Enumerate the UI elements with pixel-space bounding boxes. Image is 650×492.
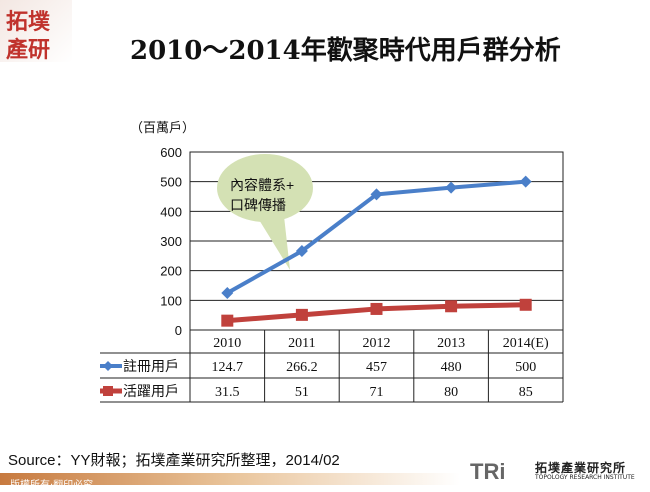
brand-logo-short: TRi [470,459,506,484]
logo: 拓墣 產研 [0,0,72,63]
data-label: 457 [366,360,387,375]
data-label: 31.5 [215,385,240,400]
data-point [370,188,383,201]
legend-label: 註冊用戶 [123,358,179,374]
data-label: 71 [370,385,384,400]
data-label: 51 [295,385,309,400]
data-point [370,302,383,315]
data-point [221,314,234,327]
data-point [295,245,308,258]
source-note: Source：YY財報；拓墣產業研究所整理，2014/02 [8,452,340,469]
brand-name-cn: 拓墣產業研究所 [535,461,627,475]
data-point [445,181,458,194]
x-tick-label: 2013 [437,336,465,351]
y-tick-label: 200 [160,264,182,279]
data-point [519,298,532,311]
copyright-bar: 版權所有‧翻印必究 [0,473,460,491]
data-label: 124.7 [212,360,244,375]
y-tick-label: 500 [160,175,182,190]
legend-marker [103,386,113,396]
legend-marker [103,361,113,371]
y-tick-label: 0 [175,323,182,338]
data-label: 266.2 [286,360,318,375]
y-tick-label: 600 [160,145,182,160]
page-title: 2010～2014年歡聚時代用戶群分析 [130,36,561,66]
plot-area [189,151,564,331]
data-label: 500 [515,360,536,375]
x-tick-label: 2012 [363,336,391,351]
annotation-line2: 口碑傳播 [230,197,286,213]
data-point [445,300,458,313]
x-tick-label: 2011 [288,336,315,351]
data-point [221,287,234,300]
brand-name-en: TOPOLOGY RESEARCH INSTITUTE [535,474,635,481]
y-tick-label: 100 [160,293,182,308]
legend-label: 活躍用戶 [123,383,179,399]
data-point [295,308,308,321]
x-tick-label: 2014(E) [503,336,549,351]
data-label: 480 [441,360,462,375]
annotation-line1: 內容體系+ [230,177,294,193]
y-axis-unit: （百萬戶） [130,121,196,136]
y-tick-label: 400 [160,204,182,219]
data-label: 80 [444,385,458,400]
data-label: 85 [519,385,533,400]
x-tick-label: 2010 [213,336,241,351]
callout-bubble [217,154,313,222]
y-tick-label: 300 [160,234,182,249]
data-point [519,175,532,188]
copyright-text: 版權所有‧翻印必究 [10,480,94,491]
